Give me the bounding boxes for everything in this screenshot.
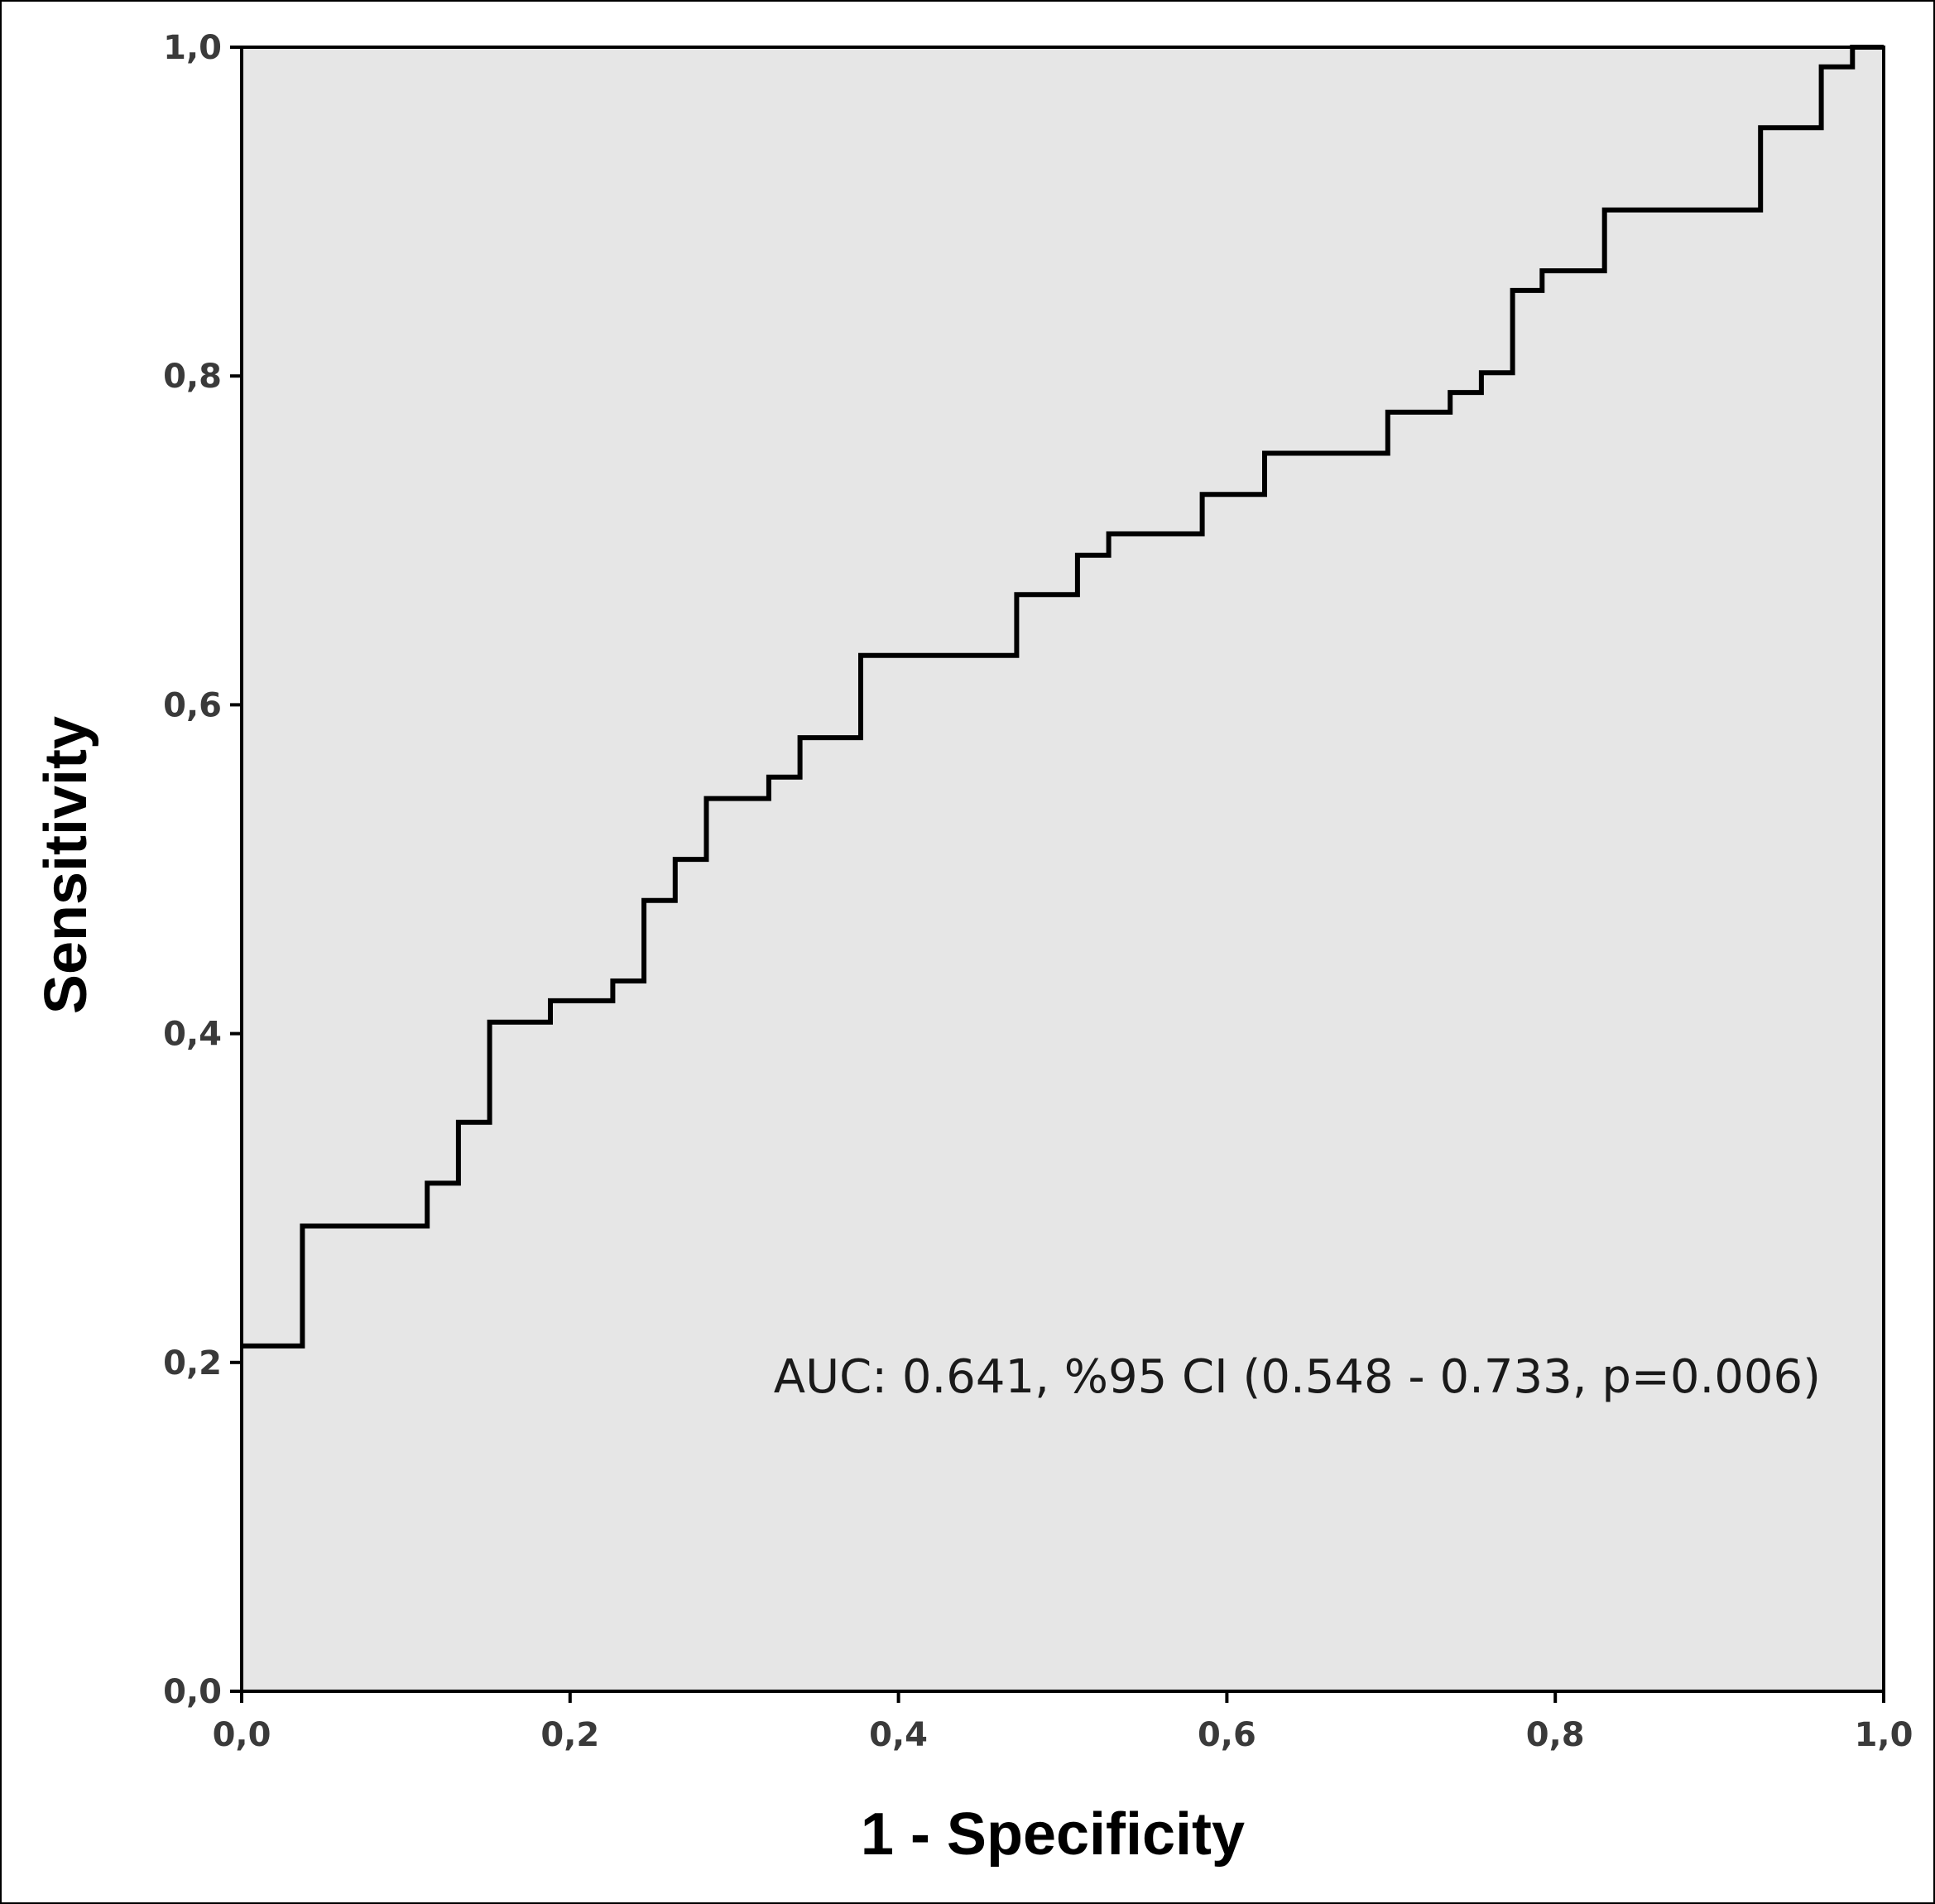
x-tick-label: 0,4 [869, 1716, 928, 1754]
y-axis-title: Sensitivity [33, 716, 99, 1014]
x-tick-label: 0,8 [1526, 1716, 1585, 1754]
y-tick-label: 0,0 [163, 1673, 222, 1711]
y-tick-label: 0,8 [163, 358, 222, 396]
y-tick-label: 0,2 [163, 1344, 222, 1382]
x-tick-labels: 0,0 0,2 0,4 0,6 0,8 1,0 [213, 1716, 1913, 1754]
y-tick-label: 1,0 [163, 29, 222, 67]
x-tick-label: 0,2 [540, 1716, 599, 1754]
x-axis-title: 1 - Specificity [861, 1801, 1245, 1868]
axis-ticks [230, 46, 1885, 1703]
plot-area [240, 46, 1885, 1693]
y-tick-label: 0,6 [163, 686, 222, 724]
x-tick-label: 1,0 [1855, 1716, 1913, 1754]
y-tick-labels: 0,0 0,2 0,4 0,6 0,8 1,0 [163, 29, 222, 1711]
x-tick-label: 0,6 [1198, 1716, 1256, 1754]
x-tick-label: 0,0 [213, 1716, 271, 1754]
roc-curve-line [242, 45, 1884, 1349]
y-tick-label: 0,4 [163, 1016, 222, 1054]
auc-annotation: AUC: 0.641, %95 CI (0.548 - 0.733, p=0.0… [774, 1350, 1821, 1404]
